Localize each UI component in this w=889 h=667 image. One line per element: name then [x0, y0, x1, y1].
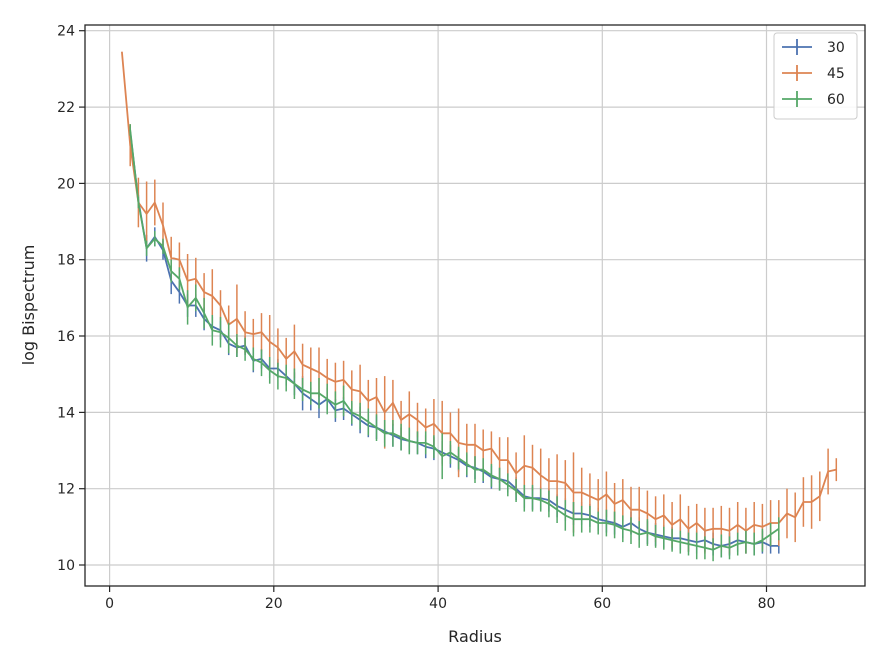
legend: 30 45 60 — [773, 32, 858, 120]
y-tick-label: 18 — [57, 253, 75, 269]
legend-label: 60 — [827, 92, 845, 108]
legend-item-30: 30 — [782, 39, 845, 56]
series-line — [129, 129, 780, 551]
y-tick-label: 22 — [57, 100, 75, 116]
y-axis-label: log Bispectrum — [19, 245, 38, 366]
legend-label: 45 — [827, 66, 845, 82]
x-tick-label: 80 — [758, 596, 776, 612]
plot-frame — [84, 24, 866, 587]
y-axis: 10 12 14 16 18 20 22 24 — [57, 24, 85, 574]
series-60 — [129, 124, 780, 562]
x-tick-label: 0 — [105, 596, 114, 612]
series-layer — [121, 51, 838, 562]
x-tick-label: 60 — [593, 596, 611, 612]
legend-item-60: 60 — [782, 91, 845, 108]
plot-area — [85, 25, 865, 586]
x-tick-label: 20 — [265, 596, 283, 612]
x-axis-label: Radius — [448, 627, 502, 646]
y-tick-label: 14 — [57, 405, 75, 421]
series-line — [121, 51, 837, 532]
y-tick-label: 20 — [57, 176, 75, 192]
y-tick-label: 16 — [57, 329, 75, 345]
y-tick-label: 24 — [57, 24, 75, 40]
legend-frame — [773, 32, 858, 120]
x-axis: 0 20 40 60 80 — [105, 586, 775, 612]
x-tick-label: 40 — [429, 596, 447, 612]
legend-item-45: 45 — [782, 65, 845, 82]
legend-label: 30 — [827, 40, 845, 56]
y-tick-label: 10 — [57, 558, 75, 574]
grid — [85, 25, 865, 586]
y-tick-label: 12 — [57, 482, 75, 498]
